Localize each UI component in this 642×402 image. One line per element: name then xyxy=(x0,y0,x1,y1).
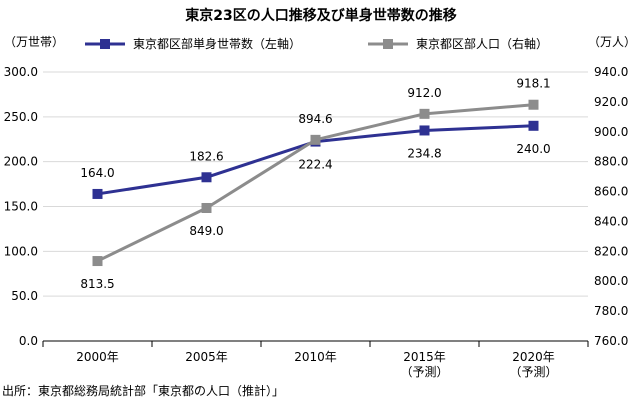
data-label: 918.1 xyxy=(516,77,550,91)
x-tick-label: （予測） xyxy=(400,365,448,379)
data-label: 912.0 xyxy=(407,86,441,100)
legend-label: 東京都区部単身世帯数（左軸） xyxy=(133,36,301,51)
legend: 東京都区部単身世帯数（左軸） 東京都区部人口（右軸） xyxy=(85,36,548,51)
right-tick-label: 780.0 xyxy=(594,304,628,318)
data-label: 222.4 xyxy=(298,158,332,172)
left-tick-label: 200.0 xyxy=(4,155,38,169)
source-note: 出所：東京都総務局統計部「東京都の人口（推計）」 xyxy=(2,383,284,398)
series-marker-1 xyxy=(92,256,103,267)
right-tick-label: 940.0 xyxy=(594,65,628,79)
data-label: 182.6 xyxy=(189,149,223,163)
series-marker-1 xyxy=(310,134,321,145)
gridlines xyxy=(43,71,588,342)
series-marker-1 xyxy=(419,108,430,119)
data-label: 234.8 xyxy=(407,146,441,160)
x-tick-label: 2015年 xyxy=(403,350,446,364)
right-tick-label: 880.0 xyxy=(594,155,628,169)
right-tick-label: 920.0 xyxy=(594,95,628,109)
right-tick-label: 760.0 xyxy=(594,334,628,348)
data-label: 849.0 xyxy=(189,224,223,238)
left-tick-label: 250.0 xyxy=(4,110,38,124)
series-layer xyxy=(92,99,539,267)
left-tick-label: 300.0 xyxy=(4,65,38,79)
x-tick-label: 2010年 xyxy=(294,350,337,364)
series-marker-0 xyxy=(92,188,103,199)
series-marker-1 xyxy=(201,202,212,213)
left-axis-unit: （万世帯） xyxy=(4,35,64,49)
x-tick-label: 2000年 xyxy=(76,350,119,364)
series-marker-0 xyxy=(528,120,539,131)
data-labels: 164.0 182.6 222.4 234.8 240.0 813.5 849.0 894.6… xyxy=(80,77,550,291)
right-axis-ticks: 760.0 780.0 800.0 820.0 840.0 860.0 880.0 900.0… xyxy=(594,65,628,348)
right-tick-label: 820.0 xyxy=(594,244,628,258)
right-tick-label: 800.0 xyxy=(594,274,628,288)
right-tick-label: 860.0 xyxy=(594,185,628,199)
chart-title: 東京23区の人口推移及び単身世帯数の推移 xyxy=(185,7,456,24)
legend-swatch-marker xyxy=(100,39,110,49)
x-axis: 2000年 2005年 2010年 2015年（予測）2020年（予測） xyxy=(42,341,589,379)
x-tick-label: 2005年 xyxy=(185,350,228,364)
legend-label: 東京都区部人口（右軸） xyxy=(416,36,548,51)
left-tick-label: 150.0 xyxy=(4,200,38,214)
data-label: 813.5 xyxy=(80,277,114,291)
legend-swatch-marker xyxy=(383,39,393,49)
right-tick-label: 900.0 xyxy=(594,125,628,139)
x-tick-label: （予測） xyxy=(509,365,557,379)
x-tick-label: 2020年 xyxy=(512,350,555,364)
data-label: 164.0 xyxy=(80,166,114,180)
data-label: 894.6 xyxy=(298,112,332,126)
series-marker-0 xyxy=(201,172,212,183)
series-marker-1 xyxy=(528,99,539,110)
data-label: 240.0 xyxy=(516,142,550,156)
series-marker-0 xyxy=(419,125,430,136)
left-tick-label: 100.0 xyxy=(4,244,38,258)
right-axis-unit: （万人） xyxy=(588,35,636,49)
left-axis-ticks: 0.0 50.0 100.0 150.0 200.0 250.0 300.0 xyxy=(4,65,38,348)
left-tick-label: 0.0 xyxy=(19,334,38,348)
right-tick-label: 840.0 xyxy=(594,214,628,228)
left-tick-label: 50.0 xyxy=(11,289,38,303)
